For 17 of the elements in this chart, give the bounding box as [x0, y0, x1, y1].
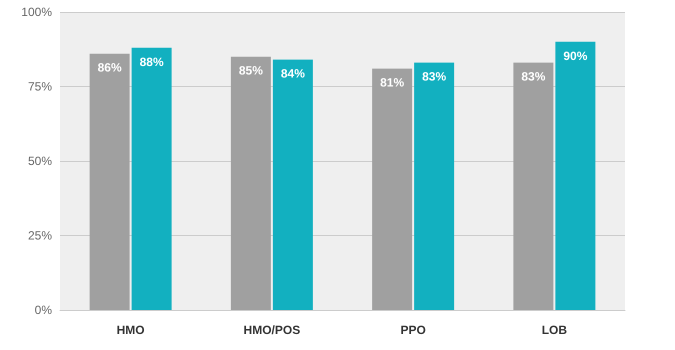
y-tick-label: 25%: [28, 228, 52, 242]
x-tick-label: HMO/POS: [244, 323, 300, 337]
y-tick-label: 50%: [28, 154, 52, 168]
data-label: 81%: [380, 76, 404, 90]
data-label: 83%: [521, 70, 546, 84]
data-label: 85%: [238, 64, 264, 78]
data-label: 86%: [98, 60, 122, 75]
data-label: 90%: [563, 48, 588, 63]
x-tick-label: LOB: [542, 323, 568, 337]
data-label: 83%: [422, 70, 446, 84]
y-tick-label: 75%: [28, 80, 52, 94]
data-label: 84%: [280, 66, 306, 81]
y-tick-label: 0%: [34, 303, 52, 317]
data-label: 88%: [140, 54, 164, 69]
x-tick-label: HMO: [116, 323, 145, 337]
y-tick-label: 100%: [21, 5, 52, 19]
x-tick-label: PPO: [400, 323, 426, 337]
